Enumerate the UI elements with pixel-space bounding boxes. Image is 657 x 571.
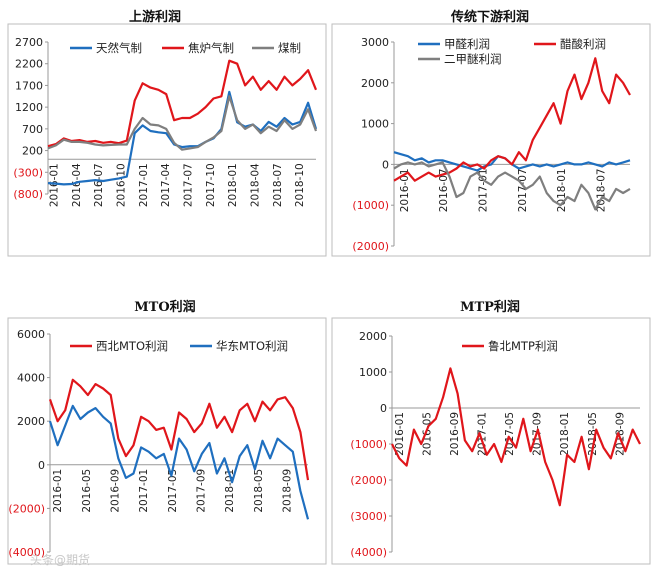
series-line-0 bbox=[393, 151, 631, 172]
x-tick-label: 2016-07 bbox=[438, 168, 450, 212]
chart-frame bbox=[7, 23, 327, 257]
y-tick-label: 1000 bbox=[361, 118, 389, 131]
x-tick-label: 2018-07 bbox=[272, 163, 284, 207]
y-tick-label: (1000) bbox=[350, 438, 387, 451]
x-tick-label: 2018-01 bbox=[227, 163, 239, 207]
chart-frame bbox=[7, 317, 327, 565]
x-tick-label: 2018-01 bbox=[559, 412, 571, 456]
chart-panel-3: 2000 1000 0 (1000) (2000) (3000) (4000) 2016-01… bbox=[331, 317, 651, 565]
series-line-0 bbox=[391, 367, 641, 507]
x-tick-label: 2016-05 bbox=[421, 412, 433, 456]
y-tick-label: 1000 bbox=[359, 366, 387, 379]
y-tick-label: 0 bbox=[382, 158, 389, 171]
chart-panel-0: 2700 2200 1700 1200 700 200 (300) (800) 2016-01 2… bbox=[7, 23, 327, 257]
x-tick-label: 2017-01 bbox=[477, 412, 489, 456]
y-tick-label: (4000) bbox=[8, 546, 45, 559]
chart-title-downstream: 传统下游利润 bbox=[450, 10, 529, 25]
y-tick-label: 2000 bbox=[17, 415, 45, 428]
x-tick-label: 2018-09 bbox=[282, 469, 294, 513]
y-tick-label: (800) bbox=[13, 188, 43, 201]
y-tick-label: (2000) bbox=[350, 474, 387, 487]
legend-label: 焦炉气制 bbox=[188, 41, 234, 55]
x-tick-label: 2016-09 bbox=[449, 412, 461, 456]
x-tick-label: 2017-10 bbox=[205, 163, 217, 207]
legend-label: 鲁北MTP利润 bbox=[488, 339, 558, 353]
chart-frame bbox=[331, 317, 651, 565]
x-tick-label: 2018-07 bbox=[596, 168, 608, 212]
y-tick-label: 0 bbox=[38, 459, 45, 472]
y-tick-label: (2000) bbox=[352, 240, 389, 253]
x-tick-label: 2016-01 bbox=[399, 168, 411, 212]
x-tick-label: 2017-09 bbox=[196, 469, 208, 513]
y-tick-label: (2000) bbox=[8, 502, 45, 515]
legend-label: 华东MTO利润 bbox=[216, 339, 288, 353]
legend-label: 煤制 bbox=[278, 41, 301, 55]
chart-panel-2: 6000 4000 2000 0 (2000) (4000) 2016-01 2016-05 2… bbox=[7, 317, 327, 565]
x-tick-label: 2018-01 bbox=[556, 168, 568, 212]
series-line-1 bbox=[48, 404, 310, 520]
x-tick-label: 2017-05 bbox=[167, 469, 179, 513]
x-tick-label: 2017-01 bbox=[138, 163, 150, 207]
x-tick-label: 2016-07 bbox=[93, 163, 105, 207]
x-tick-label: 2017-01 bbox=[138, 469, 150, 513]
x-tick-label: 2016-04 bbox=[71, 163, 83, 207]
y-tick-label: (300) bbox=[13, 166, 43, 179]
x-tick-label: 2017-01 bbox=[478, 168, 490, 212]
legend-label: 二甲醚利润 bbox=[444, 52, 502, 66]
y-tick-label: (1000) bbox=[352, 199, 389, 212]
chart-frame bbox=[331, 23, 651, 257]
x-tick-label: 2016-05 bbox=[81, 469, 93, 513]
series-line-0 bbox=[47, 90, 318, 186]
x-tick-label: 2016-01 bbox=[49, 163, 61, 207]
chart-title-mtp: MTP利润 bbox=[460, 300, 520, 315]
legend-label: 西北MTO利润 bbox=[96, 339, 168, 353]
series-line-0 bbox=[48, 378, 310, 481]
legend-label: 醋酸利润 bbox=[560, 37, 606, 51]
x-tick-label: 2018-04 bbox=[250, 163, 262, 207]
watermark: 头条@期货 bbox=[30, 553, 91, 567]
y-tick-label: 200 bbox=[22, 145, 43, 158]
series-line-1 bbox=[47, 59, 318, 148]
x-tick-label: 2018-05 bbox=[587, 412, 599, 456]
series-line-2 bbox=[393, 161, 631, 211]
series-line-1 bbox=[393, 57, 631, 182]
x-tick-label: 2016-09 bbox=[110, 469, 122, 513]
y-tick-label: 1700 bbox=[15, 79, 43, 92]
x-tick-label: 2016-01 bbox=[52, 469, 64, 513]
y-tick-label: 4000 bbox=[17, 372, 45, 385]
x-tick-label: 2016-10 bbox=[116, 163, 128, 207]
y-tick-label: 6000 bbox=[17, 328, 45, 341]
x-tick-label: 2018-10 bbox=[294, 163, 306, 207]
legend-label: 甲醛利润 bbox=[444, 37, 490, 51]
x-tick-label: 2017-07 bbox=[183, 163, 195, 207]
series-line-2 bbox=[47, 95, 318, 151]
y-tick-label: 2200 bbox=[15, 58, 43, 71]
chart-panel-1: 3000 2000 1000 0 (1000) (2000) 2016-01 2016-07 2… bbox=[331, 23, 651, 257]
chart-title-upstream: 上游利润 bbox=[128, 10, 181, 25]
y-tick-label: 1200 bbox=[15, 101, 43, 114]
y-tick-label: 700 bbox=[22, 123, 43, 136]
x-tick-label: 2018-05 bbox=[253, 469, 265, 513]
x-tick-label: 2017-07 bbox=[517, 168, 529, 212]
x-tick-label: 2017-04 bbox=[160, 163, 172, 207]
y-tick-label: 0 bbox=[380, 402, 387, 415]
chart-title-mto: MTO利润 bbox=[134, 300, 196, 315]
legend-label: 天然气制 bbox=[96, 41, 142, 55]
y-tick-label: 2000 bbox=[361, 77, 389, 90]
y-tick-label: 2000 bbox=[359, 330, 387, 343]
y-tick-label: 3000 bbox=[361, 36, 389, 49]
y-tick-label: (3000) bbox=[350, 510, 387, 523]
y-tick-label: (4000) bbox=[350, 546, 387, 559]
y-tick-label: 2700 bbox=[15, 36, 43, 49]
x-tick-label: 2016-01 bbox=[394, 412, 406, 456]
